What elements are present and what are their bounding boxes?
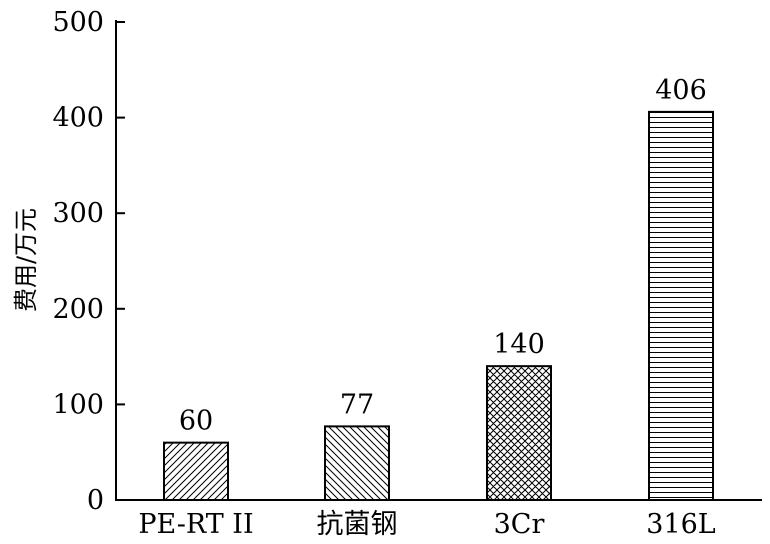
y-axis-title: 费用/万元	[12, 208, 40, 312]
y-tick-label: 300	[52, 198, 104, 229]
bar	[486, 365, 552, 501]
data-labels: 60 77 140 406	[179, 75, 707, 437]
x-tick-label: 抗菌钢	[317, 509, 398, 540]
data-label: 60	[179, 406, 213, 437]
x-tick-label: PE-RT II	[138, 509, 253, 540]
data-label: 140	[493, 329, 545, 360]
data-label: 77	[340, 389, 374, 420]
x-tick-labels: PE-RT II 抗菌钢 3Cr 316L	[138, 509, 715, 540]
y-tick-label: 0	[87, 485, 104, 516]
y-ticks: 0 100 200 300 400 500	[52, 7, 125, 516]
bar	[163, 441, 229, 502]
x-tick-label: 3Cr	[494, 509, 545, 540]
bar	[324, 425, 390, 501]
bars	[163, 110, 714, 502]
y-tick-label: 400	[52, 103, 104, 134]
bar	[648, 110, 714, 501]
y-tick-label: 500	[52, 7, 104, 38]
y-tick-label: 200	[52, 294, 104, 325]
y-tick-label: 100	[52, 389, 104, 420]
data-label: 406	[655, 75, 707, 106]
x-tick-label: 316L	[646, 509, 716, 540]
